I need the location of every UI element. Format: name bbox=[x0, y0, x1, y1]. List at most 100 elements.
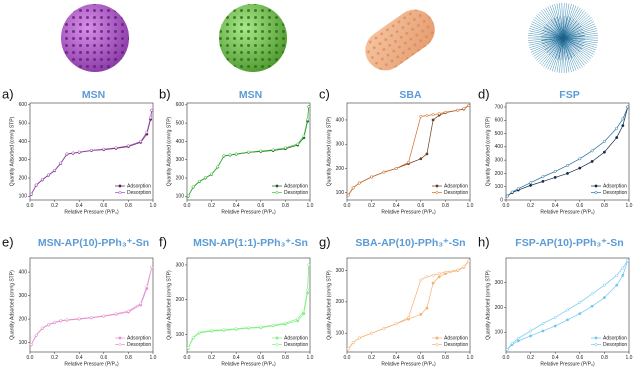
plot-frame bbox=[29, 257, 154, 353]
data-point bbox=[191, 185, 195, 189]
x-axis-label: Relative Pressure (P/P₀) bbox=[64, 209, 119, 215]
x-tick-label: 0.8 bbox=[125, 203, 132, 209]
x-tick-label: 0.8 bbox=[282, 203, 289, 209]
y-tick-label: 100 bbox=[176, 194, 185, 200]
panel-title: MSN-AP(1:1)-PPh₃⁺-Sn bbox=[193, 237, 308, 249]
data-point bbox=[145, 284, 149, 288]
fiber bbox=[562, 37, 585, 66]
data-point bbox=[126, 309, 130, 313]
fiber bbox=[541, 37, 564, 44]
legend-label: Desorption bbox=[284, 190, 308, 196]
data-point bbox=[425, 275, 429, 279]
fiber bbox=[549, 37, 564, 56]
data-point bbox=[505, 194, 509, 198]
series-line bbox=[187, 264, 310, 349]
fiber bbox=[542, 29, 564, 39]
fiber bbox=[562, 37, 592, 59]
data-point bbox=[210, 328, 214, 332]
fiber bbox=[562, 37, 581, 69]
data-point bbox=[40, 326, 44, 330]
data-point bbox=[197, 330, 201, 334]
fiber bbox=[562, 17, 572, 39]
fiber bbox=[562, 35, 585, 39]
data-point bbox=[621, 266, 625, 270]
data-point bbox=[29, 192, 33, 196]
data-point bbox=[47, 323, 50, 326]
data-point bbox=[247, 150, 250, 154]
data-point bbox=[541, 322, 545, 326]
x-tick-label: 0.6 bbox=[417, 203, 424, 209]
fiber bbox=[546, 37, 564, 53]
fiber bbox=[562, 6, 579, 39]
fiber bbox=[562, 37, 569, 60]
y-tick-label: 200 bbox=[19, 316, 28, 322]
y-tick-label: 500 bbox=[19, 120, 28, 126]
x-tick-label: 1.0 bbox=[307, 203, 314, 209]
x-axis-label: Relative Pressure (P/P₀) bbox=[221, 361, 276, 367]
data-point bbox=[602, 140, 606, 143]
legend-label: Adsorption bbox=[444, 183, 468, 189]
y-axis-label: Quantity Adsorbed (cm³/g STP) bbox=[9, 270, 15, 340]
x-axis-label: Relative Pressure (P/P₀) bbox=[221, 209, 276, 215]
fiber bbox=[562, 37, 598, 44]
y-axis-label: Quantity Adsorbed (cm³/g STP) bbox=[166, 116, 172, 186]
legend-marker bbox=[275, 343, 279, 346]
data-point bbox=[59, 161, 63, 165]
fiber bbox=[562, 37, 589, 63]
data-point bbox=[346, 347, 350, 351]
data-point bbox=[621, 124, 625, 128]
fiber bbox=[562, 30, 598, 39]
x-tick-label: 0.0 bbox=[27, 355, 34, 361]
data-point bbox=[204, 176, 207, 180]
series-line bbox=[30, 110, 153, 195]
legend-label: Desorption bbox=[444, 190, 468, 196]
data-point bbox=[456, 268, 460, 272]
panel-label: g) bbox=[319, 234, 331, 249]
fiber bbox=[541, 37, 564, 41]
data-point bbox=[186, 194, 190, 198]
data-point bbox=[510, 341, 514, 345]
data-point bbox=[456, 108, 460, 112]
data-point bbox=[34, 183, 38, 187]
data-point bbox=[615, 283, 619, 287]
series-line bbox=[30, 267, 153, 345]
data-point bbox=[553, 324, 557, 328]
data-point bbox=[296, 142, 300, 146]
series-line bbox=[347, 105, 469, 196]
legend-label: Adsorption bbox=[284, 183, 308, 189]
data-point bbox=[615, 136, 619, 139]
y-tick-label: 100 bbox=[19, 340, 28, 346]
legend-marker bbox=[118, 336, 122, 340]
data-point bbox=[346, 193, 350, 197]
data-point bbox=[222, 328, 226, 332]
x-tick-label: 0.8 bbox=[601, 355, 608, 361]
x-tick-label: 1.0 bbox=[150, 355, 157, 361]
data-point bbox=[302, 312, 306, 316]
data-point bbox=[90, 148, 93, 152]
y-tick-label: 100 bbox=[495, 184, 504, 190]
data-point bbox=[357, 336, 361, 340]
y-axis-label: Quantity Adsorbed (cm³/g STP) bbox=[485, 116, 491, 186]
fiber bbox=[561, 3, 564, 39]
data-point bbox=[529, 329, 533, 333]
fiber bbox=[562, 18, 575, 39]
x-tick-label: 0.2 bbox=[368, 203, 375, 209]
y-axis-label: Quantity Adsorbed (cm³/g STP) bbox=[166, 270, 172, 340]
data-point bbox=[306, 288, 309, 292]
data-point bbox=[65, 152, 69, 156]
y-tick-label: 300 bbox=[495, 280, 504, 286]
data-point bbox=[566, 308, 569, 312]
x-axis-label: Relative Pressure (P/P₀) bbox=[381, 209, 436, 215]
data-point bbox=[407, 160, 410, 164]
x-tick-label: 0.0 bbox=[27, 203, 34, 209]
y-tick-label: 400 bbox=[495, 144, 504, 150]
fiber bbox=[562, 37, 575, 72]
legend-marker bbox=[118, 191, 122, 194]
x-tick-label: 1.0 bbox=[626, 355, 633, 361]
data-point bbox=[467, 103, 471, 107]
data-point bbox=[191, 335, 195, 339]
y-tick-label: 100 bbox=[336, 331, 345, 337]
legend-label: Desorption bbox=[127, 190, 151, 196]
fiber bbox=[561, 37, 564, 60]
data-point bbox=[419, 157, 423, 161]
